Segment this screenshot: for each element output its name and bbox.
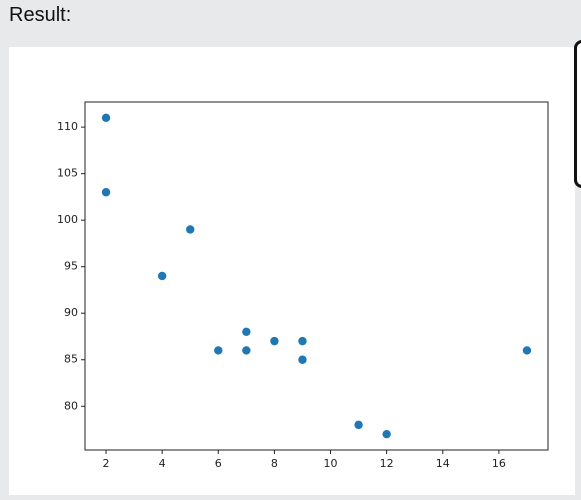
x-tick-label: 10 [324,457,338,470]
x-tick-label: 2 [103,457,110,470]
result-label: Result: [9,4,72,26]
point [101,188,111,197]
y-tick-label: 100 [57,213,78,226]
x-tick-label: 4 [159,457,166,470]
point [382,429,391,439]
x-tick-label: 16 [492,457,506,470]
point [242,346,251,355]
x-tick-label: 8 [271,457,278,470]
point [298,355,307,364]
point [101,113,111,123]
y-tick-label: 85 [64,353,78,366]
point [157,271,167,281]
y-tick-label: 90 [64,306,78,319]
x-tick-label: 14 [436,457,450,470]
x-tick-label: 6 [215,457,222,470]
x-tick-label: 12 [380,457,394,470]
point [522,346,532,355]
point [298,336,307,346]
plot-frame [84,101,549,451]
point [214,346,223,355]
point [270,336,279,346]
side-box [574,40,581,188]
point [242,327,251,337]
result-panel [9,47,575,495]
y-tick-label: 105 [57,167,78,180]
y-tick-label: 110 [57,120,78,133]
y-tick-label: 80 [64,399,78,412]
point [186,225,195,234]
y-tick-label: 95 [64,260,78,273]
point [354,420,363,430]
